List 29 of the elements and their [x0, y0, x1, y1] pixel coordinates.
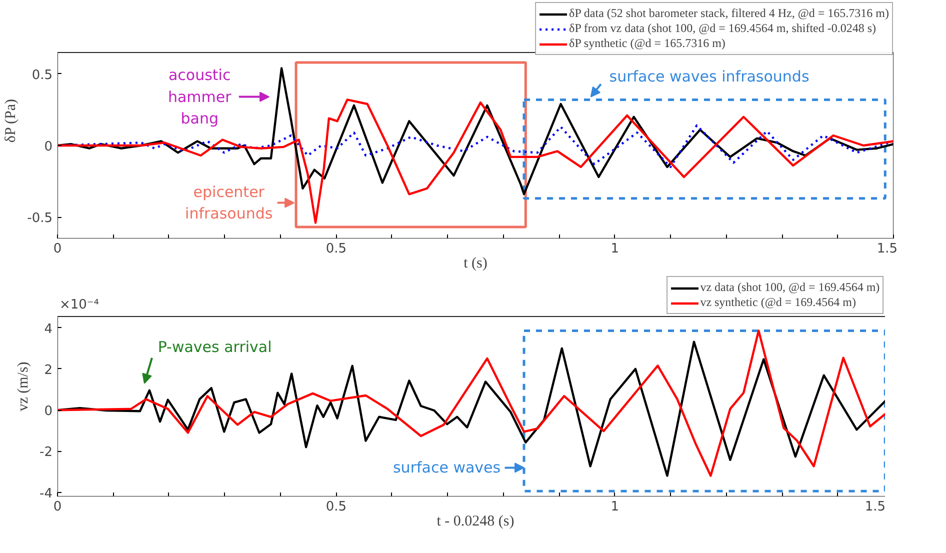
legend-label: δP from vz data (shot 100, @d = 169.4564 m, shifted -0.0248 s) [569, 21, 876, 36]
x-tick-label: 1.5 [864, 500, 886, 514]
y-tick-label: 4 [44, 322, 53, 337]
annotation: P-waves arrival [158, 338, 272, 356]
y-tick-label: -2 [40, 445, 53, 460]
legend-label: vz data (shot 100, @d = 169.4564 m) [700, 280, 880, 295]
annotation: epicenter infrasounds [185, 182, 273, 223]
x-axis-title: t (s) [464, 256, 488, 272]
y-tick-label: 0.5 [32, 68, 53, 83]
y-axis-title: δP (Pa) [3, 98, 20, 143]
x-tick-label: 1.5 [876, 242, 898, 256]
x-tick-label: 1 [610, 242, 619, 256]
y-tick-label: 2 [44, 362, 53, 378]
x-tick-label: 0.5 [326, 500, 347, 514]
x-axis-title: t - 0.0248 (s) [436, 514, 514, 530]
text: ×10⁻⁴ [60, 298, 100, 312]
y-tick-label: -4 [40, 486, 53, 502]
annotation: surface waves [392, 458, 501, 477]
y-tick-label: 0 [44, 140, 53, 154]
x-tick-label: 0.5 [326, 242, 347, 256]
legend-label: δP synthetic (@d = 165.7316 m) [569, 36, 726, 51]
x-tick-label: 1 [610, 500, 619, 514]
annotation: acoustic hammer bang [168, 66, 232, 128]
legend-label: δP data (52 shot barometer stack, filtered 4 Hz, @d = 165.7316 m) [569, 6, 889, 21]
annotation: surface waves infrasounds [609, 68, 810, 86]
y-tick-label: -0.5 [27, 211, 53, 226]
y-axis-title: vz (m/s) [16, 362, 32, 412]
legend-label: vz synthetic (@d = 169.4564 m) [700, 295, 856, 310]
y-tick-label: 0 [44, 404, 53, 420]
